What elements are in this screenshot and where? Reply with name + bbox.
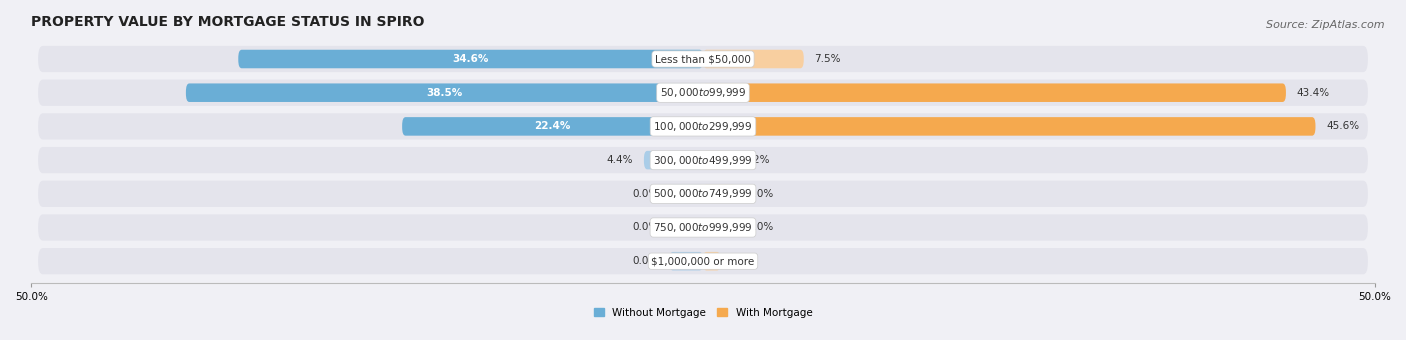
Text: 0.0%: 0.0% [748,189,773,199]
FancyBboxPatch shape [186,83,703,102]
Text: 2.2%: 2.2% [744,155,770,165]
Text: 0.0%: 0.0% [748,222,773,233]
Text: 0.0%: 0.0% [633,222,658,233]
FancyBboxPatch shape [38,181,1368,207]
Legend: Without Mortgage, With Mortgage: Without Mortgage, With Mortgage [589,304,817,322]
FancyBboxPatch shape [703,218,737,237]
FancyBboxPatch shape [703,252,720,270]
FancyBboxPatch shape [703,117,1316,136]
FancyBboxPatch shape [38,214,1368,241]
FancyBboxPatch shape [703,151,733,169]
FancyBboxPatch shape [402,117,703,136]
Text: 43.4%: 43.4% [1296,88,1330,98]
Text: 0.0%: 0.0% [633,189,658,199]
FancyBboxPatch shape [703,83,1286,102]
Text: PROPERTY VALUE BY MORTGAGE STATUS IN SPIRO: PROPERTY VALUE BY MORTGAGE STATUS IN SPI… [31,15,425,29]
FancyBboxPatch shape [703,50,804,68]
FancyBboxPatch shape [38,46,1368,72]
Text: Less than $50,000: Less than $50,000 [655,54,751,64]
Text: $50,000 to $99,999: $50,000 to $99,999 [659,86,747,99]
FancyBboxPatch shape [38,147,1368,173]
FancyBboxPatch shape [669,252,703,270]
FancyBboxPatch shape [38,113,1368,139]
Text: $750,000 to $999,999: $750,000 to $999,999 [654,221,752,234]
Text: 34.6%: 34.6% [453,54,489,64]
Text: 4.4%: 4.4% [606,155,633,165]
Text: $100,000 to $299,999: $100,000 to $299,999 [654,120,752,133]
FancyBboxPatch shape [238,50,703,68]
FancyBboxPatch shape [644,151,703,169]
Text: $300,000 to $499,999: $300,000 to $499,999 [654,154,752,167]
Text: $1,000,000 or more: $1,000,000 or more [651,256,755,266]
Text: 0.0%: 0.0% [633,256,658,266]
FancyBboxPatch shape [669,218,703,237]
FancyBboxPatch shape [669,185,703,203]
Text: $500,000 to $749,999: $500,000 to $749,999 [654,187,752,200]
Text: 38.5%: 38.5% [426,88,463,98]
Text: Source: ZipAtlas.com: Source: ZipAtlas.com [1267,20,1385,30]
FancyBboxPatch shape [38,248,1368,274]
Text: 45.6%: 45.6% [1326,121,1360,131]
FancyBboxPatch shape [38,80,1368,106]
Text: 1.3%: 1.3% [731,256,758,266]
Text: 22.4%: 22.4% [534,121,571,131]
Text: 7.5%: 7.5% [814,54,841,64]
FancyBboxPatch shape [703,185,737,203]
